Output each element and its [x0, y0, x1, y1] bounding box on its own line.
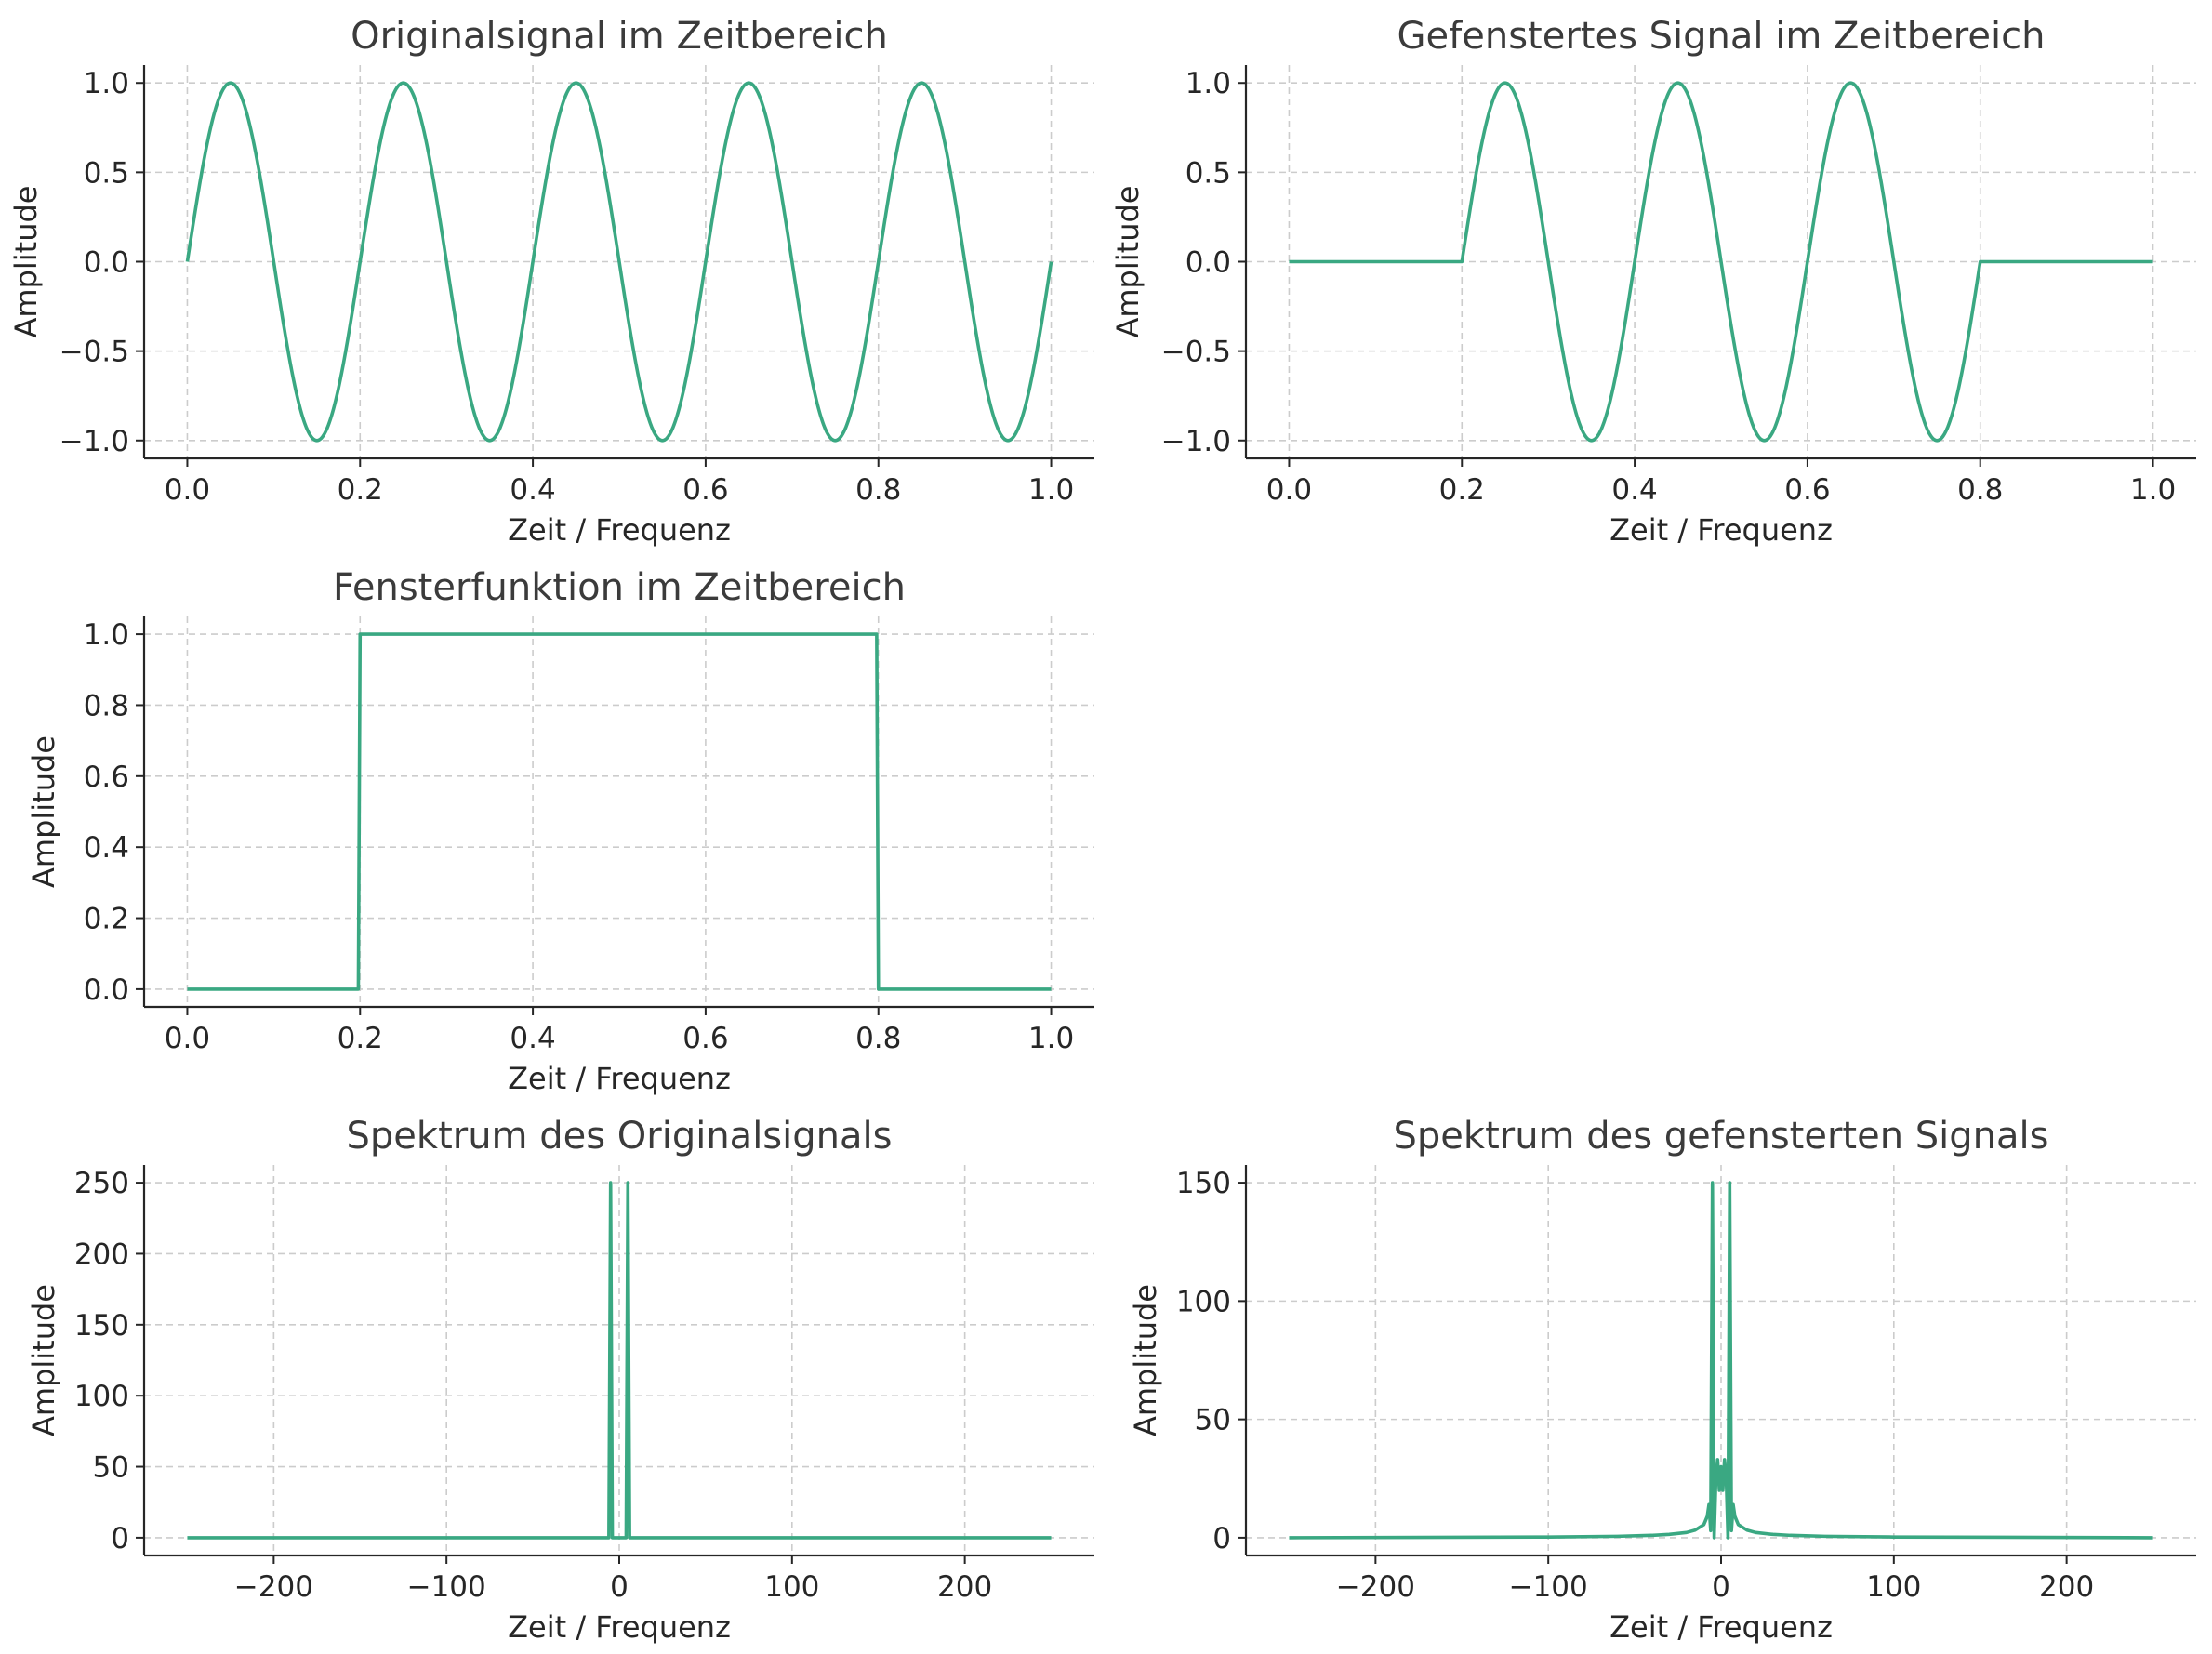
y-tick-label: 0 [1212, 1522, 1231, 1555]
y-axis-label: Amplitude [8, 186, 44, 338]
x-tick-label: 0.8 [1957, 473, 2003, 507]
x-tick-label: 0 [610, 1570, 629, 1604]
x-tick-label: 0.2 [338, 473, 383, 507]
y-tick-label: 0.8 [84, 689, 129, 722]
x-tick-label: 1.0 [2130, 473, 2176, 507]
y-tick-label: 50 [1195, 1404, 1231, 1437]
x-tick-label: 200 [2039, 1570, 2094, 1604]
x-tick-label: 0 [1712, 1570, 1730, 1604]
y-tick-label: 0 [111, 1522, 129, 1555]
x-tick-label: −100 [1509, 1570, 1588, 1604]
y-axis-label: Amplitude [26, 1284, 61, 1436]
chart-title: Spektrum des gefensterten Signals [1394, 1115, 2049, 1158]
series-line [1288, 81, 2154, 443]
y-tick-label: 250 [74, 1167, 129, 1200]
chart-title: Spektrum des Originalsignals [347, 1115, 893, 1158]
y-tick-label: 0.4 [84, 831, 129, 865]
x-tick-label: 100 [764, 1570, 819, 1604]
x-tick-label: 1.0 [1028, 1022, 1074, 1055]
y-tick-label: 200 [74, 1237, 129, 1271]
x-tick-label: 0.6 [682, 473, 728, 507]
y-tick-label: −0.5 [60, 336, 129, 369]
y-tick-label: 0.5 [1185, 156, 1231, 190]
chart-windowed-spectrum: −200 −100 0 100 200 0 50 100 150 Spektrum des gef… [1128, 1115, 2196, 1645]
y-tick-label: 50 [93, 1451, 129, 1485]
y-axis-label: Amplitude [1128, 1284, 1163, 1436]
series-line [1289, 1181, 2153, 1540]
x-tick-label: 0.4 [510, 1022, 555, 1055]
x-axis-label: Zeit / Frequenz [508, 1609, 731, 1645]
x-tick-label: 0.6 [682, 1022, 728, 1055]
chart-title: Gefenstertes Signal im Zeitbereich [1397, 15, 2046, 58]
y-tick-label: 150 [1176, 1167, 1231, 1200]
x-tick-label: 0.8 [855, 1022, 901, 1055]
series-line [185, 81, 1053, 443]
x-axis-label: Zeit / Frequenz [508, 1061, 731, 1096]
x-tick-label: −200 [234, 1570, 313, 1604]
y-tick-label: 150 [74, 1309, 129, 1343]
x-tick-label: 0.4 [510, 473, 555, 507]
y-axis-label: Amplitude [1110, 186, 1146, 338]
x-axis-label: Zeit / Frequenz [1609, 512, 1833, 548]
y-tick-label: 100 [1176, 1285, 1231, 1318]
x-tick-label: 0.2 [1439, 473, 1485, 507]
x-tick-label: 0.0 [165, 1022, 210, 1055]
x-tick-label: 0.8 [855, 473, 901, 507]
y-tick-label: 100 [74, 1380, 129, 1413]
y-tick-label: 0.0 [1185, 246, 1231, 280]
x-tick-label: 0.0 [165, 473, 210, 507]
x-tick-label: 100 [1866, 1570, 1921, 1604]
y-tick-label: 1.0 [84, 67, 129, 100]
x-tick-label: −200 [1336, 1570, 1415, 1604]
chart-title: Fensterfunktion im Zeitbereich [333, 566, 906, 609]
x-tick-label: −100 [407, 1570, 486, 1604]
y-tick-label: 0.6 [84, 761, 129, 794]
chart-title: Originalsignal im Zeitbereich [351, 15, 888, 58]
y-tick-label: 0.0 [84, 246, 129, 280]
series-line [187, 1181, 1052, 1540]
x-tick-label: 0.4 [1611, 473, 1657, 507]
x-tick-label: 0.2 [338, 1022, 383, 1055]
chart-orig-time: 0.0 0.2 0.4 0.6 0.8 1.0 −1.0 −0.5 0.0 0.5 1.0 Origi… [8, 15, 1094, 548]
x-tick-label: 0.0 [1266, 473, 1312, 507]
x-tick-label: 200 [937, 1570, 992, 1604]
y-tick-label: 1.0 [1185, 67, 1231, 100]
y-tick-label: −0.5 [1161, 336, 1231, 369]
x-tick-label: 0.6 [1784, 473, 1830, 507]
y-tick-label: −1.0 [60, 425, 129, 458]
x-axis-label: Zeit / Frequenz [508, 512, 731, 548]
chart-window-time: 0.0 0.2 0.4 0.6 0.8 1.0 0.0 0.2 0.4 0.6 0.8 1.0 Fens… [26, 566, 1094, 1096]
y-tick-label: 0.5 [84, 156, 129, 190]
series-line [187, 632, 1052, 991]
y-tick-label: 0.2 [84, 903, 129, 936]
y-tick-label: 1.0 [84, 618, 129, 652]
y-axis-label: Amplitude [26, 735, 61, 888]
y-tick-label: −1.0 [1161, 425, 1231, 458]
chart-windowed-time: 0.0 0.2 0.4 0.6 0.8 1.0 −1.0 −0.5 0.0 0.5 1.0 Gefen… [1110, 15, 2196, 548]
y-tick-label: 0.0 [84, 973, 129, 1007]
chart-orig-spectrum: −200 −100 0 100 200 0 50 100 150 200 250 Spektrum d… [26, 1115, 1094, 1645]
x-tick-label: 1.0 [1028, 473, 1074, 507]
x-axis-label: Zeit / Frequenz [1609, 1609, 1833, 1645]
